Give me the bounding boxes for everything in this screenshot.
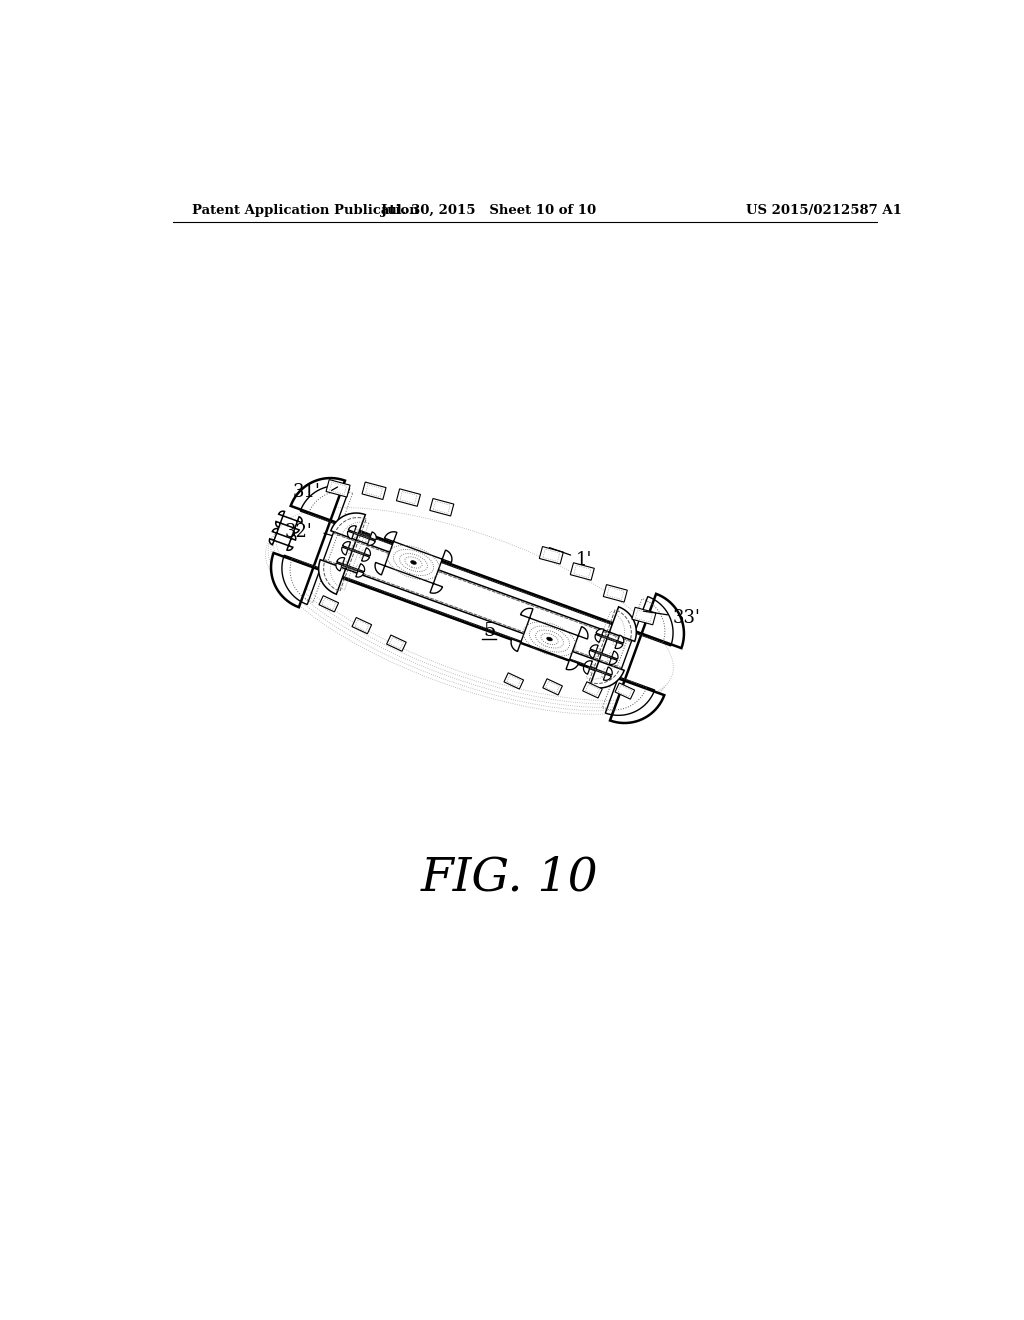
Text: Jul. 30, 2015   Sheet 10 of 10: Jul. 30, 2015 Sheet 10 of 10 xyxy=(381,205,596,218)
Polygon shape xyxy=(362,482,386,499)
Ellipse shape xyxy=(265,521,663,714)
Text: 1': 1' xyxy=(550,548,593,569)
Polygon shape xyxy=(319,595,339,612)
Text: 32': 32' xyxy=(285,524,312,541)
Polygon shape xyxy=(540,546,563,564)
Polygon shape xyxy=(318,513,636,688)
Polygon shape xyxy=(511,609,588,669)
Polygon shape xyxy=(387,635,407,651)
Polygon shape xyxy=(504,673,523,689)
Polygon shape xyxy=(342,541,371,561)
Text: Patent Application Publication: Patent Application Publication xyxy=(193,205,419,218)
Ellipse shape xyxy=(268,517,666,710)
Text: 31': 31' xyxy=(292,483,321,500)
Polygon shape xyxy=(271,478,684,723)
Polygon shape xyxy=(603,585,628,602)
Polygon shape xyxy=(347,525,376,545)
Polygon shape xyxy=(275,511,302,533)
Text: 5: 5 xyxy=(483,622,496,640)
Polygon shape xyxy=(615,682,635,700)
Polygon shape xyxy=(352,618,372,634)
Polygon shape xyxy=(584,661,612,680)
Polygon shape xyxy=(430,499,454,516)
Polygon shape xyxy=(589,645,618,664)
Polygon shape xyxy=(336,557,365,577)
Text: FIG. 10: FIG. 10 xyxy=(421,855,598,902)
Ellipse shape xyxy=(273,511,671,704)
Polygon shape xyxy=(583,682,602,698)
Ellipse shape xyxy=(276,508,674,701)
Text: US 2015/0212587 A1: US 2015/0212587 A1 xyxy=(745,205,901,218)
Polygon shape xyxy=(269,528,296,550)
Polygon shape xyxy=(396,488,421,507)
Ellipse shape xyxy=(547,638,552,640)
Polygon shape xyxy=(570,562,594,581)
Ellipse shape xyxy=(411,561,417,565)
Polygon shape xyxy=(375,532,452,593)
Polygon shape xyxy=(326,479,350,498)
Polygon shape xyxy=(543,678,562,696)
Ellipse shape xyxy=(270,515,668,708)
Polygon shape xyxy=(595,628,624,648)
Polygon shape xyxy=(632,607,656,624)
Text: 33': 33' xyxy=(643,609,700,627)
